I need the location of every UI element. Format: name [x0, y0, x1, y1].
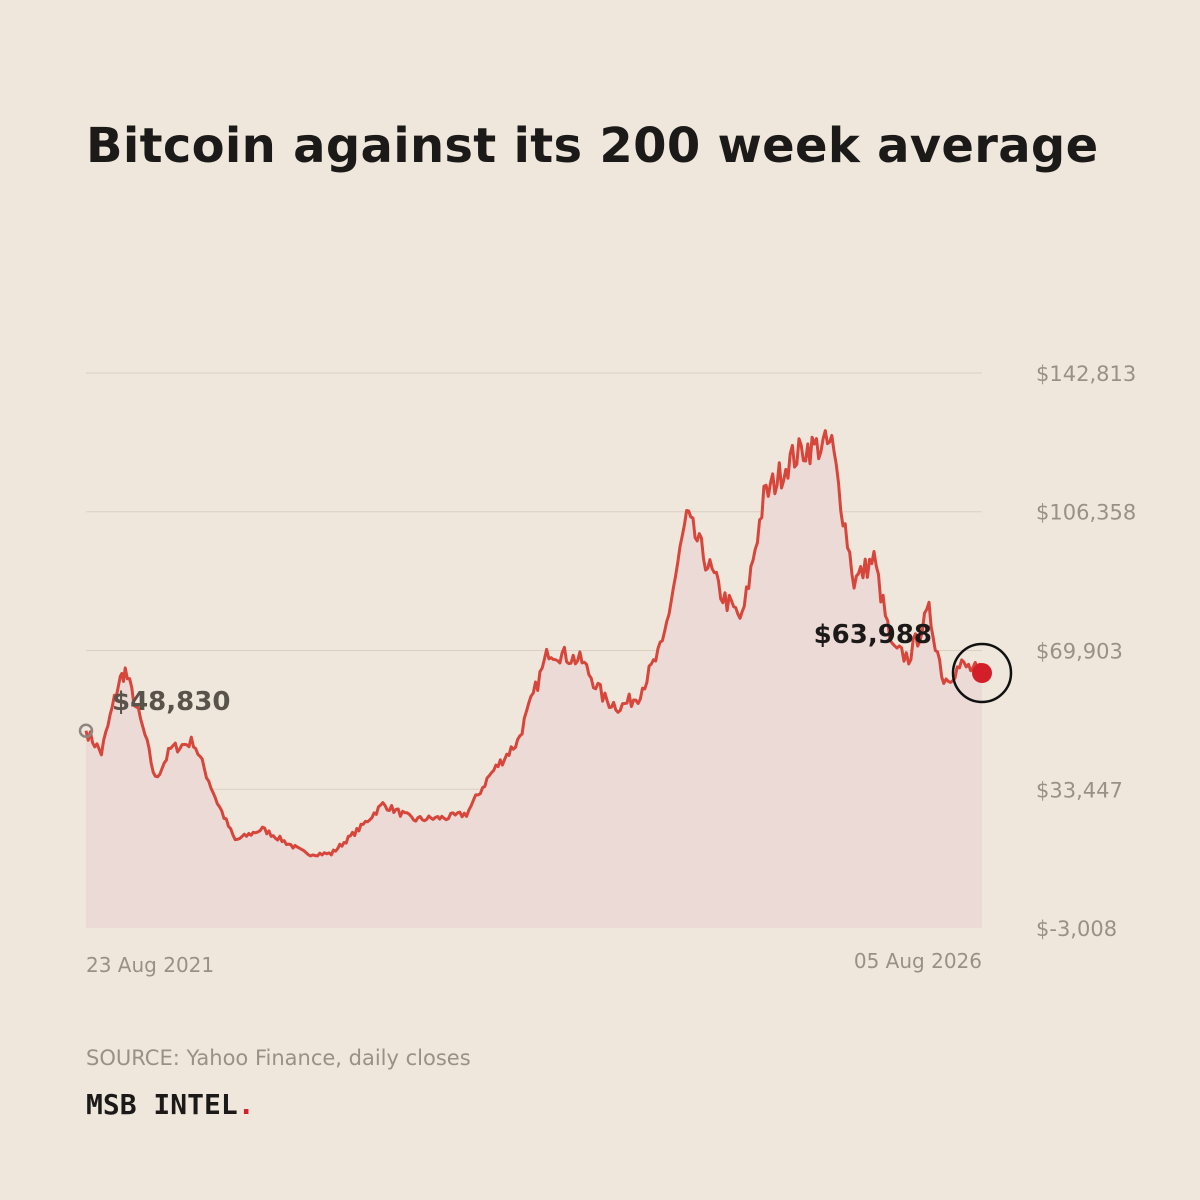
axis-layer: $-3,008 $33,447 $69,903 $106,358 $142,813 23 …	[86, 362, 1136, 977]
source-note: SOURCE: Yahoo Finance, daily closes	[86, 1046, 471, 1070]
brand-logo: MSB INTEL.	[86, 1088, 255, 1121]
start-value-label: $48,830	[112, 687, 230, 717]
chart-title: Bitcoin against its 200 week average	[86, 118, 1099, 174]
y-tick-label: $106,358	[1036, 501, 1136, 525]
marker-layer: $48,830 $63,988	[78, 620, 1013, 738]
y-tick-label: $33,447	[1036, 778, 1123, 802]
brand-dot: .	[237, 1088, 255, 1121]
y-tick-label: $-3,008	[1036, 917, 1117, 941]
price-line	[84, 429, 984, 858]
x-tick-label: 23 Aug 2021	[86, 953, 214, 977]
end-point-ring	[951, 642, 1013, 704]
y-tick-label: $69,903	[1036, 639, 1123, 663]
start-point-marker	[78, 723, 94, 738]
end-value-label: $63,988	[814, 620, 932, 650]
price-area	[86, 430, 982, 928]
x-tick-label: 05 Aug 2026	[854, 949, 982, 973]
brand-name: MSB INTEL	[86, 1088, 238, 1121]
end-point-marker	[972, 663, 992, 684]
y-tick-label: $142,813	[1036, 362, 1136, 386]
